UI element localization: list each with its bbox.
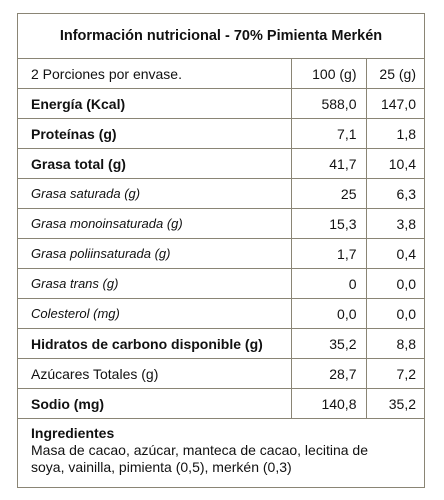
table-row-sodio: Sodio (mg) 140,8 35,2 — [18, 388, 424, 419]
row-value-25g: 0,0 — [365, 268, 424, 299]
table-row-grasa-total: Grasa total (g) 41,7 10,4 — [18, 148, 424, 179]
table-row-azucares: Azúcares Totales (g) 28,7 7,2 — [18, 358, 424, 389]
column-header-25g: 25 (g) — [365, 59, 424, 89]
row-value-25g: 7,2 — [365, 358, 424, 389]
row-value-25g: 3,8 — [365, 208, 424, 239]
ingredients-section: Ingredientes Masa de cacao, azúcar, mant… — [18, 419, 424, 476]
table-row-grasa-monoinsaturada: Grasa monoinsaturada (g) 15,3 3,8 — [18, 208, 424, 239]
row-value-25g: 6,3 — [365, 178, 424, 209]
table-row-proteinas: Proteínas (g) 7,1 1,8 — [18, 118, 424, 149]
row-label: Grasa trans (g) — [18, 268, 291, 299]
row-value-25g: 8,8 — [365, 328, 424, 359]
ingredients-title: Ingredientes — [31, 425, 115, 441]
row-value-25g: 0,4 — [365, 238, 424, 269]
nutrition-table: 2 Porciones por envase. 100 (g) 25 (g) E… — [18, 59, 424, 419]
label-title: Información nutricional - 70% Pimienta M… — [18, 14, 424, 59]
row-value-100g: 15,3 — [290, 208, 366, 239]
nutrition-label: Información nutricional - 70% Pimienta M… — [17, 13, 425, 488]
row-value-100g: 588,0 — [290, 88, 366, 119]
table-row-grasa-poliinsaturada: Grasa poliinsaturada (g) 1,7 0,4 — [18, 238, 424, 269]
row-label: Grasa monoinsaturada (g) — [18, 208, 291, 239]
row-label: Grasa total (g) — [18, 148, 291, 179]
column-header-100g: 100 (g) — [290, 59, 366, 89]
row-value-100g: 140,8 — [290, 388, 366, 419]
table-row-colesterol: Colesterol (mg) 0,0 0,0 — [18, 298, 424, 329]
table-header-row: 2 Porciones por envase. 100 (g) 25 (g) — [18, 59, 424, 89]
row-label: Grasa saturada (g) — [18, 178, 291, 209]
row-value-100g: 35,2 — [290, 328, 366, 359]
row-value-100g: 0 — [290, 268, 366, 299]
row-value-25g: 147,0 — [365, 88, 424, 119]
table-row-grasa-saturada: Grasa saturada (g) 25 6,3 — [18, 178, 424, 209]
table-row-energia: Energía (Kcal) 588,0 147,0 — [18, 88, 424, 119]
row-label: Colesterol (mg) — [18, 298, 291, 329]
portions-text: 2 Porciones por envase. — [18, 59, 291, 89]
row-label: Grasa poliinsaturada (g) — [18, 238, 291, 269]
row-label: Azúcares Totales (g) — [18, 358, 291, 389]
row-value-100g: 0,0 — [290, 298, 366, 329]
row-value-100g: 25 — [290, 178, 366, 209]
row-value-100g: 1,7 — [290, 238, 366, 269]
table-row-hidratos: Hidratos de carbono disponible (g) 35,2 … — [18, 328, 424, 359]
ingredients-text-line-1: Masa de cacao, azúcar, manteca de cacao,… — [31, 442, 368, 458]
row-value-25g: 1,8 — [365, 118, 424, 149]
ingredients-text-line-2: soya, vainilla, pimienta (0,5), merkén (… — [31, 459, 292, 475]
row-value-100g: 41,7 — [290, 148, 366, 179]
table-row-grasa-trans: Grasa trans (g) 0 0,0 — [18, 268, 424, 299]
row-value-100g: 28,7 — [290, 358, 366, 389]
row-label: Proteínas (g) — [18, 118, 291, 149]
row-value-100g: 7,1 — [290, 118, 366, 149]
row-value-25g: 35,2 — [365, 388, 424, 419]
row-label: Energía (Kcal) — [18, 88, 291, 119]
row-value-25g: 0,0 — [365, 298, 424, 329]
row-label: Sodio (mg) — [18, 388, 291, 419]
row-label: Hidratos de carbono disponible (g) — [18, 328, 291, 359]
row-value-25g: 10,4 — [365, 148, 424, 179]
